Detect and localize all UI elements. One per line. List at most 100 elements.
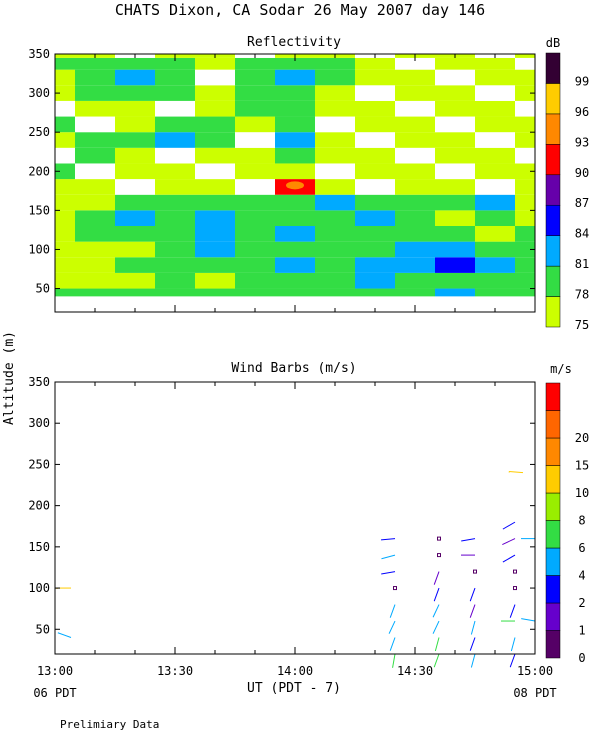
colorbar-label: 99: [575, 74, 589, 88]
heatmap-cell: [475, 272, 515, 289]
wind-barb: [469, 604, 476, 618]
wind-barb: [381, 571, 396, 575]
heatmap-cell: [515, 69, 535, 86]
heatmap-cell: [275, 194, 315, 211]
heatmap-cell: [435, 194, 475, 211]
heatmap-cell: [355, 241, 395, 258]
heatmap-cell: [155, 116, 195, 133]
wind-barbs-layer: [56, 470, 536, 668]
heatmap-cell: [275, 210, 315, 226]
heatmap-cell: [55, 57, 75, 70]
wind-barb-calm: [473, 569, 477, 574]
heatmap-cell: [75, 257, 115, 273]
heatmap-cell: [195, 85, 235, 101]
x-tick-label: 15:00: [517, 664, 553, 678]
heatmap-cell: [355, 57, 395, 70]
heatmap-cell: [275, 163, 315, 180]
heatmap-cell: [55, 226, 75, 242]
heatmap-core: [286, 181, 304, 190]
y-tick-label: 50: [36, 622, 50, 636]
x-sublabel-right: 08 PDT: [513, 686, 556, 700]
heatmap-cell: [75, 179, 115, 195]
heatmap-cell: [315, 194, 355, 211]
y-tick-label: 100: [28, 242, 50, 256]
heatmap-cell: [515, 257, 535, 273]
heatmap-cell: [395, 100, 435, 117]
colorbar-swatch: [545, 492, 561, 521]
heatmap-cell: [435, 132, 475, 148]
wind-barb: [432, 620, 440, 634]
heatmap-cell: [55, 163, 75, 180]
heatmap-cell: [75, 272, 115, 289]
y-tick-label: 350: [28, 47, 50, 61]
colorbar-unit: dB: [546, 36, 560, 50]
heatmap-cell: [395, 288, 435, 297]
heatmap-cell: [235, 116, 275, 133]
heatmap-cell: [515, 132, 535, 148]
heatmap-cell: [155, 257, 195, 273]
heatmap-cell: [355, 147, 395, 164]
heatmap-cell: [395, 57, 435, 70]
heatmap-cell: [195, 69, 235, 86]
heatmap-cell: [75, 194, 115, 211]
wind-barb: [433, 571, 440, 585]
heatmap-cell: [315, 288, 355, 297]
colorbar-swatch: [545, 382, 561, 411]
wind-barb-calm: [513, 586, 517, 591]
heatmap-cell: [275, 288, 315, 297]
colorbar-label: 75: [575, 318, 589, 332]
heatmap-cell: [55, 179, 75, 195]
heatmap-cell: [115, 116, 155, 133]
colorbar-swatch: [545, 265, 561, 297]
heatmap-cell: [55, 54, 75, 58]
wind-barb: [434, 637, 440, 652]
heatmap-cell: [155, 226, 195, 242]
colorbar-label: 93: [575, 135, 589, 149]
heatmap-cell: [475, 116, 515, 133]
wind-barb: [433, 653, 440, 668]
heatmap-cell: [155, 57, 195, 70]
heatmap-cell: [315, 179, 355, 195]
heatmap-cell: [395, 210, 435, 226]
heatmap-cell: [275, 226, 315, 242]
heatmap-cell: [395, 241, 435, 258]
colorbar-label: 15: [575, 459, 589, 473]
heatmap-cell: [315, 163, 355, 180]
y-tick-label: 200: [28, 164, 50, 178]
heatmap-cell: [75, 210, 115, 226]
heatmap-cell: [195, 116, 235, 133]
heatmap-cell: [155, 69, 195, 86]
y-tick-label: 250: [28, 457, 50, 471]
heatmap-cell: [435, 272, 475, 289]
heatmap-cell: [195, 147, 235, 164]
heatmap-cell: [275, 57, 315, 70]
heatmap-cell: [195, 288, 235, 297]
wind-barb: [389, 637, 396, 651]
heatmap-cell: [155, 132, 195, 148]
panel-title-wind: Wind Barbs (m/s): [231, 361, 356, 376]
colorbar-label: 78: [575, 288, 589, 302]
heatmap-cell: [115, 85, 155, 101]
wind-barb: [461, 538, 476, 542]
heatmap-cell: [435, 116, 475, 133]
heatmap-cell: [75, 147, 115, 164]
colorbar-label: 4: [578, 569, 585, 583]
wind-barb-calm: [393, 586, 397, 591]
heatmap-cell: [275, 132, 315, 148]
wind-barb: [469, 587, 476, 602]
heatmap-cell: [75, 116, 115, 133]
heatmap-cell: [355, 179, 395, 195]
colorbar-swatch: [545, 174, 561, 206]
heatmap-cell: [195, 100, 235, 117]
heatmap-cell: [235, 226, 275, 242]
heatmap-cell: [195, 163, 235, 180]
heatmap-cell: [395, 147, 435, 164]
wind-barb-calm: [437, 553, 441, 558]
colorbar-label: 1: [578, 624, 585, 638]
heatmap-cell: [355, 132, 395, 148]
wind-barb: [470, 653, 476, 668]
heatmap-cell: [55, 257, 75, 273]
heatmap-cell: [275, 100, 315, 117]
heatmap-cell: [115, 288, 155, 297]
